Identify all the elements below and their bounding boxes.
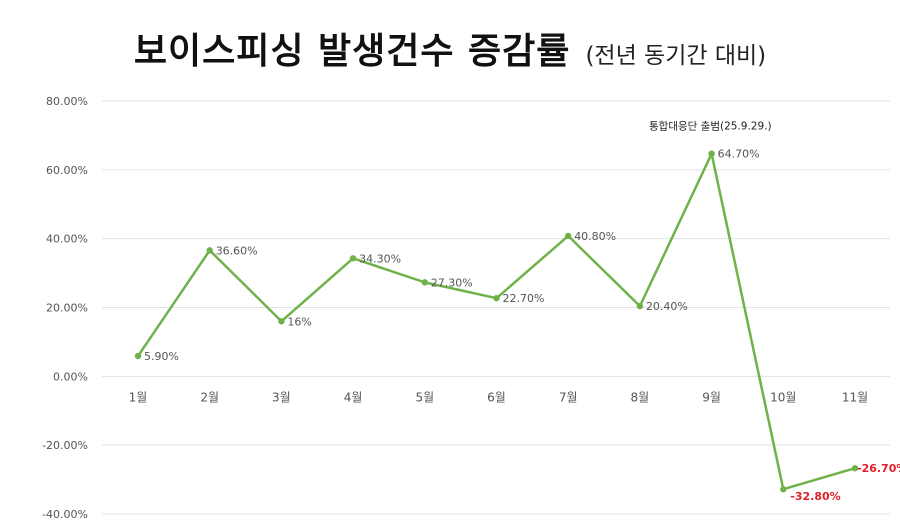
y-tick-label: 0.00% <box>53 370 88 383</box>
data-label: 5.90% <box>144 350 179 363</box>
data-point <box>278 318 285 325</box>
data-label: -26.70% <box>857 462 900 475</box>
annotation-label: 통합대응단 출범(25.9.29.) <box>649 121 772 133</box>
data-point <box>708 150 715 157</box>
data-point <box>636 302 644 310</box>
data-point <box>851 465 859 472</box>
x-tick-label: 10월 <box>770 390 796 404</box>
data-point <box>349 255 357 262</box>
data-label: 64.70% <box>718 148 760 161</box>
data-label: 34.30% <box>359 252 401 265</box>
data-label: -32.80% <box>790 490 840 503</box>
y-tick-label: -20.00% <box>42 439 88 452</box>
y-tick-label: 60.00% <box>46 164 88 177</box>
data-point <box>206 247 213 254</box>
chart-title-block: 보이스피싱 발생건수 증감률 (전년 동기간 대비) <box>0 22 900 74</box>
x-tick-label: 7월 <box>559 390 578 404</box>
data-point <box>421 279 428 286</box>
chart-subtitle: (전년 동기간 대비) <box>585 43 767 69</box>
x-tick-label: 6월 <box>487 390 506 404</box>
data-label: 20.40% <box>646 300 688 313</box>
data-point <box>565 232 572 240</box>
data-label: 36.60% <box>216 244 258 257</box>
x-tick-label: 8월 <box>631 390 650 404</box>
data-point <box>780 486 787 493</box>
data-label: 22.70% <box>503 292 545 305</box>
x-tick-label: 11월 <box>842 390 868 404</box>
series-line <box>136 152 857 491</box>
data-point <box>134 352 142 360</box>
y-tick-label: 40.00% <box>46 233 88 246</box>
chart-title: 보이스피싱 발생건수 증감률 <box>133 31 571 72</box>
x-tick-label: 4월 <box>344 390 363 404</box>
x-tick-label: 3월 <box>272 390 291 404</box>
y-tick-label: -40.00% <box>42 508 88 521</box>
data-point <box>493 295 500 302</box>
data-label: 27.30% <box>431 276 473 289</box>
y-tick-label: 80.00% <box>46 95 88 108</box>
x-tick-label: 5월 <box>415 390 434 404</box>
data-label: 16% <box>287 315 311 328</box>
x-tick-label: 9월 <box>702 390 721 404</box>
x-tick-label: 1월 <box>129 390 148 404</box>
y-tick-label: 20.00% <box>46 302 88 315</box>
data-label: 40.80% <box>574 230 616 243</box>
x-tick-label: 2월 <box>200 390 219 404</box>
